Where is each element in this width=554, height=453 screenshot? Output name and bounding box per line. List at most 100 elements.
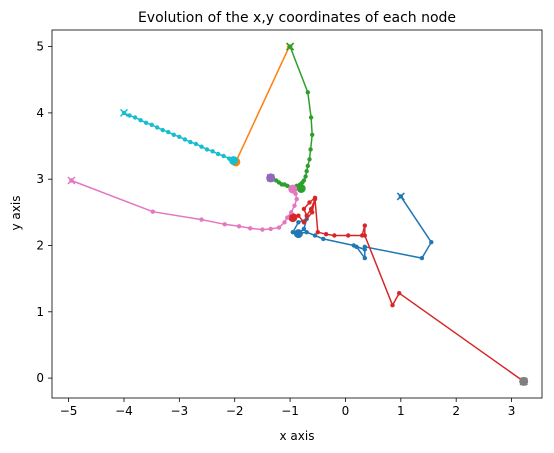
end-marker: [288, 184, 298, 194]
x-tick-label: −4: [115, 404, 133, 418]
data-point: [260, 227, 265, 232]
x-axis-label: x axis: [280, 429, 315, 443]
data-point: [296, 213, 301, 218]
data-point: [127, 113, 132, 118]
x-tick-label: −1: [281, 404, 299, 418]
x-tick-label: 0: [342, 404, 350, 418]
data-point: [362, 255, 367, 261]
data-point: [182, 137, 188, 142]
start-marker: [286, 42, 295, 51]
data-point: [282, 220, 287, 225]
y-tick-label: 2: [36, 238, 44, 252]
data-point: [276, 225, 282, 230]
data-point: [199, 144, 204, 149]
data-point: [429, 240, 434, 245]
plot-area: [67, 42, 529, 386]
x-tick-label: 3: [508, 404, 516, 418]
x-tick-label: −2: [226, 404, 244, 418]
data-point: [160, 127, 165, 133]
data-point: [222, 222, 227, 227]
y-axis-label: y axis: [9, 196, 23, 231]
data-point: [307, 157, 312, 162]
data-point: [149, 122, 154, 128]
data-point: [362, 247, 367, 252]
series-5: [67, 176, 299, 232]
y-tick-label: 4: [36, 106, 44, 120]
data-point: [132, 115, 138, 120]
data-point: [301, 206, 307, 212]
data-point: [155, 125, 160, 130]
data-point: [304, 213, 309, 218]
data-point: [294, 196, 299, 202]
data-point: [308, 115, 314, 120]
y-tick-label: 3: [36, 172, 44, 186]
data-point: [166, 129, 171, 135]
data-point: [215, 151, 221, 157]
data-point: [204, 147, 210, 152]
data-point: [332, 233, 337, 238]
series-1: [231, 42, 295, 167]
data-point: [301, 220, 307, 225]
data-point: [305, 163, 310, 169]
data-point: [308, 147, 313, 152]
data-point: [301, 226, 307, 232]
data-point: [323, 232, 329, 237]
series-line: [292, 195, 525, 383]
data-point: [304, 169, 309, 174]
y-tick-label: 5: [36, 40, 44, 54]
end-marker: [288, 213, 298, 223]
data-point: [171, 132, 176, 137]
data-point: [397, 291, 402, 296]
data-point: [292, 203, 297, 208]
series-line: [235, 45, 291, 163]
data-point: [188, 139, 193, 145]
data-point: [177, 134, 182, 139]
data-point: [143, 120, 149, 126]
data-point: [304, 230, 309, 235]
x-tick-label: 2: [452, 404, 460, 418]
data-point: [150, 209, 155, 214]
data-point: [359, 233, 365, 238]
data-point: [362, 223, 367, 228]
y-tick-label: 0: [36, 371, 44, 385]
data-point: [351, 243, 356, 248]
axes: −5 −4 −3 −2 −1 0 1 2 3 0 1 2 3 4 5: [36, 40, 515, 418]
plot-frame: [51, 29, 543, 399]
x-tick-label: −5: [60, 404, 78, 418]
data-point: [138, 118, 143, 123]
data-point: [236, 224, 242, 229]
data-point: [290, 230, 295, 235]
series-7: [519, 376, 529, 386]
end-marker: [229, 156, 239, 166]
data-point: [248, 226, 253, 231]
data-point: [312, 195, 318, 200]
data-point: [274, 178, 279, 183]
data-point: [296, 220, 301, 225]
series-line: [71, 179, 298, 231]
series-0: [290, 192, 434, 261]
data-point: [346, 233, 351, 238]
data-point: [285, 215, 290, 220]
end-marker: [519, 376, 529, 386]
x-tick-label: −3: [170, 404, 188, 418]
data-point: [199, 217, 204, 222]
data-point: [303, 174, 308, 179]
start-marker: [119, 108, 129, 117]
end-marker: [266, 173, 276, 183]
data-point: [310, 132, 315, 137]
start-marker: [396, 192, 405, 201]
x-tick-label: 1: [397, 404, 405, 418]
data-point: [210, 149, 215, 154]
data-point: [312, 233, 318, 238]
data-point: [308, 206, 314, 212]
end-marker: [293, 229, 303, 239]
y-tick-label: 1: [36, 305, 44, 319]
data-point: [305, 90, 310, 95]
data-point: [321, 236, 326, 242]
data-point: [390, 303, 395, 308]
series-4: [266, 173, 276, 183]
start-marker: [67, 176, 76, 185]
data-point: [310, 210, 315, 215]
chart-title: Evolution of the x,y coordinates of each…: [138, 10, 456, 26]
data-point: [282, 182, 287, 187]
